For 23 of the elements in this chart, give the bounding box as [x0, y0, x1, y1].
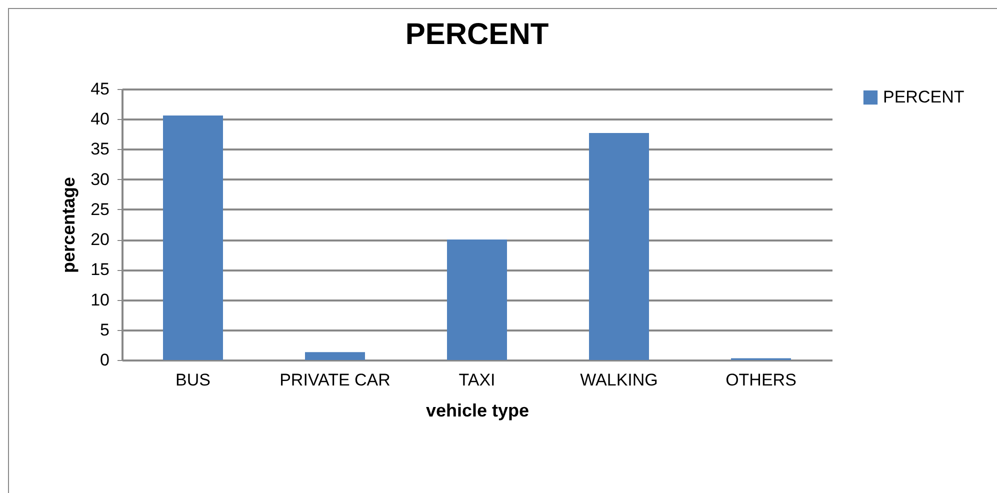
y-tick-label: 35	[90, 140, 110, 159]
x-tick-label: PRIVATE CAR	[280, 370, 390, 390]
y-tick-label: 20	[90, 230, 110, 250]
y-tick-label: 40	[90, 110, 110, 129]
chart-title: PERCENT	[405, 18, 549, 51]
y-tick-label: 10	[90, 290, 110, 310]
bar	[163, 116, 223, 360]
x-tick-label: TAXI	[458, 370, 496, 390]
bar	[447, 240, 507, 360]
y-tick-label: 5	[100, 320, 110, 340]
bar	[589, 132, 649, 360]
bar	[305, 352, 365, 360]
x-tick-label: OTHERS	[726, 370, 796, 390]
x-tick-label: BUS	[176, 370, 210, 390]
y-axis-title: percentage	[58, 176, 79, 274]
legend-label: PERCENT	[883, 88, 964, 106]
y-tick-label: 25	[90, 200, 110, 219]
y-tick-label: 15	[90, 260, 110, 280]
x-axis-title: vehicle type	[426, 400, 530, 420]
y-tick-label: 0	[100, 350, 110, 370]
y-tick-label: 30	[90, 170, 110, 189]
y-tick-label: 45	[90, 80, 110, 98]
x-tick-label: WALKING	[580, 370, 658, 390]
